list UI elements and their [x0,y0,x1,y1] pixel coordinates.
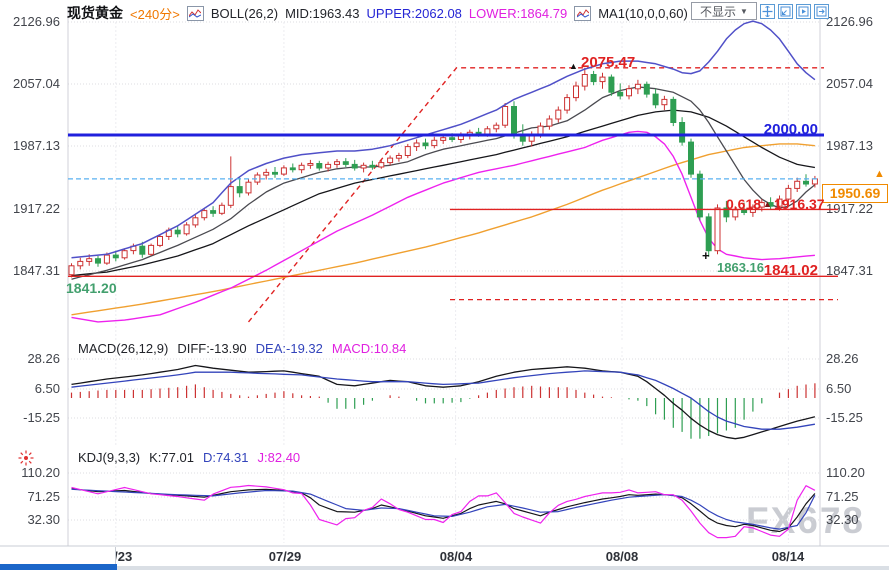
ma1-label: MA1(10,0,0,60) [598,5,688,21]
kdj-k-value: K:77.01 [149,450,194,465]
scrollbar-track[interactable] [117,566,889,570]
macd-title: MACD(26,12,9) [78,341,169,356]
peak-price-label: 2075.47 [581,54,636,71]
kdj-title: KDJ(9,3,3) [78,450,141,465]
macd-dea-value: DEA:-19.32 [255,341,323,356]
main-axis-left-1: 2057.04 [13,76,60,91]
swing-low-label: 1863.16 [717,260,764,275]
main-axis-left-2: 1987.13 [13,138,60,153]
fib-annotation: 0.618 ▲ 1916.37 [726,196,825,212]
boll-lower-value: LOWER:1864.79 [468,5,568,21]
peak-marker-icon: ▲ [569,61,578,71]
boll-mid-value: MID:1963.43 [285,5,360,21]
kdj-j-value: J:82.40 [257,450,301,465]
symbol-name: 现货黄金 [67,5,123,21]
dropdown-label: 不显示 [700,4,737,19]
macd-axis-right-1: 6.50 [826,381,852,396]
low-marker-icon: + [702,248,710,263]
indicator-chart-icon [186,5,204,21]
crosshair-icon[interactable] [760,3,775,19]
ma-chart-icon [574,5,592,21]
timeframe-tab[interactable]: 240分 ▲ [0,547,116,564]
current-price-box: 1950.69 [822,184,888,203]
boll-upper-value: UPPER:2062.08 [366,5,462,21]
date-label-1: 07/29 [268,549,302,564]
main-axis-right-4: 1847.31 [826,263,873,278]
kdj-legend: KDJ(9,3,3) K:77.01 D:74.31 J:82.40 [78,450,300,465]
chevron-down-icon: ▼ [740,6,748,16]
macd-axis-left-1: 6.50 [34,381,60,396]
support-left-label: 1841.20 [66,280,117,296]
kdj-d-value: D:74.31 [202,450,249,465]
support-right-label: 1841.02 [763,262,818,279]
macd-macd-value: MACD:10.84 [331,341,407,356]
price-arrow-icon: ▲ [874,168,885,180]
main-axis-left-4: 1847.31 [13,263,60,278]
date-label-2: 08/04 [439,549,473,564]
alert-sun-icon[interactable] [18,450,34,471]
main-axis-right-1: 2057.04 [826,76,873,91]
chart-legend: 现货黄金 <240分> BOLL(26,2) MID:1963.43 UPPER… [67,3,729,23]
macd-axis-left-2: -15.25 [23,410,60,425]
zoom-range-icon[interactable] [778,3,793,19]
kdj-axis-right-2: 32.30 [826,512,859,527]
chart-controls: 不显示 ▼ [691,2,829,20]
main-axis-left-0: 2126.96 [13,14,60,29]
macd-axis-left-0: 28.26 [27,351,60,366]
date-label-3: 08/08 [605,549,639,564]
macd-diff-value: DIFF:-13.90 [177,341,247,356]
play-forward-icon[interactable] [796,3,811,19]
kdj-axis-left-0: 110.20 [21,465,60,480]
main-axis-right-3: 1917.22 [826,201,873,216]
main-axis-right-2: 1987.13 [826,138,873,153]
kdj-axis-left-2: 32.30 [27,512,60,527]
kdj-axis-right-1: 71.25 [826,489,859,504]
boll-label: BOLL(26,2) [210,5,279,21]
kdj-axis-right-0: 110.20 [826,465,865,480]
active-tab-underline [0,564,117,570]
round-level-label: 2000.00 [763,121,818,138]
display-mode-dropdown[interactable]: 不显示 ▼ [691,2,757,20]
fib-ratio-label: 0.618 [726,196,762,212]
fib-marker-icon: ▲ [763,199,772,209]
macd-axis-right-0: 28.26 [826,351,859,366]
date-label-4: 08/14 [771,549,805,564]
main-axis-left-3: 1917.22 [13,201,60,216]
interval-label: <240分> [130,6,180,22]
macd-legend: MACD(26,12,9) DIFF:-13.90 DEA:-19.32 MAC… [78,341,406,356]
macd-axis-right-2: -15.25 [826,410,863,425]
main-axis-right-0: 2126.96 [826,14,873,29]
kdj-axis-left-1: 71.25 [27,489,60,504]
shift-right-icon[interactable] [814,3,829,19]
fib-price-label: 1916.37 [773,196,825,212]
